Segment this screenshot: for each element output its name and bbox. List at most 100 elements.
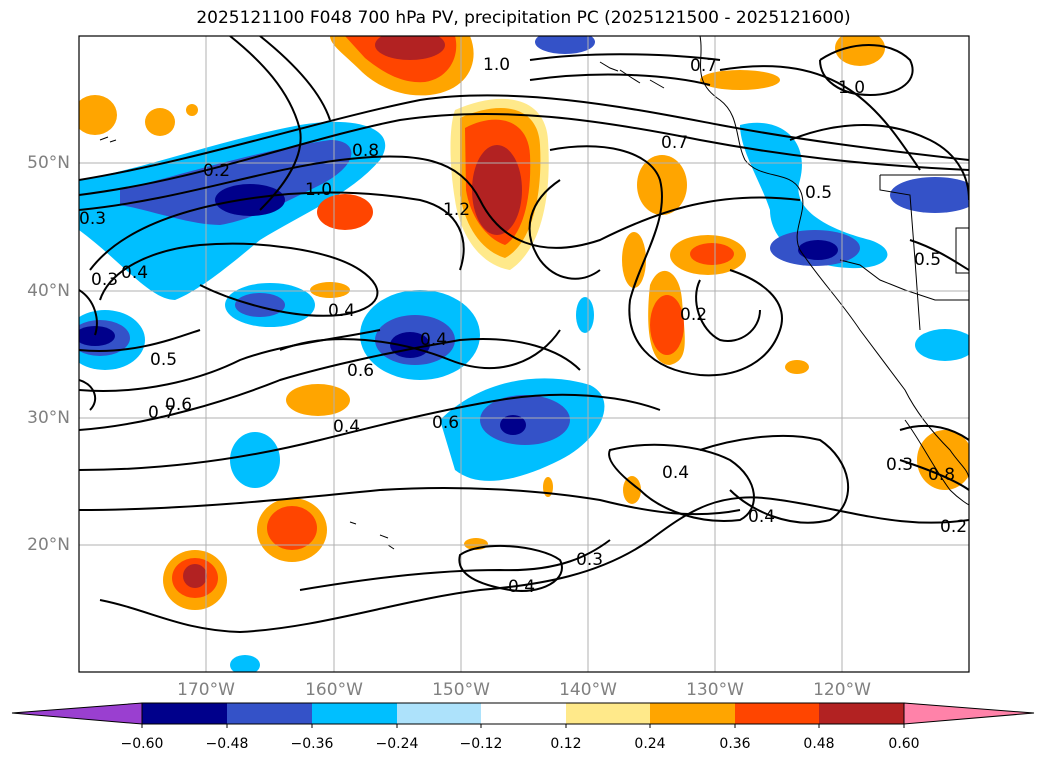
contour-label: 0.7 — [661, 133, 688, 153]
pos-30n-a — [286, 384, 350, 416]
contour-label: 0.5 — [805, 183, 832, 203]
pos-mid-r — [650, 295, 684, 355]
contour-label: 0.3 — [91, 270, 118, 290]
colorbar-bin — [142, 703, 227, 724]
colorbar-bin — [819, 703, 904, 724]
colorbar-bin — [312, 703, 397, 724]
lat-label: 20°N — [27, 535, 70, 555]
neg-small-d — [535, 36, 595, 54]
contour-label: 0.2 — [940, 517, 967, 537]
contour-label: 1.0 — [483, 55, 510, 75]
contour-label: 0.2 — [203, 161, 230, 181]
colorbar-tick-label: −0.24 — [375, 736, 419, 752]
contour-label: 0.4 — [328, 301, 355, 321]
contour-label: 0.4 — [333, 417, 360, 437]
pos-alaska — [700, 70, 780, 90]
colorbar-tick-label: 0.36 — [719, 736, 751, 752]
contour-label: 0.5 — [914, 250, 941, 270]
contour-label: 0.7 — [148, 403, 175, 423]
colorbar-bin — [227, 703, 312, 724]
colorbar-bin — [735, 703, 819, 724]
neg-coast-east2 — [915, 329, 969, 361]
contour-label: 0.8 — [352, 141, 379, 161]
lon-label: 160°W — [305, 680, 363, 700]
lon-label: 130°W — [686, 680, 744, 700]
pos-small-h — [785, 360, 809, 374]
pos-130w-r — [690, 243, 734, 265]
pos-nw-a — [79, 95, 117, 135]
pos-ne-top — [835, 36, 885, 66]
contour-label: 0.8 — [928, 465, 955, 485]
colorbar-bin — [397, 703, 481, 724]
neg-small-c — [230, 655, 260, 672]
contour-label: 0.5 — [150, 350, 177, 370]
neg-30n-inner — [500, 415, 526, 435]
lat-label: 30°N — [27, 408, 70, 428]
colorbar-bin — [650, 703, 735, 724]
neg-coast-inner — [798, 240, 838, 260]
contour-label: 0.3 — [886, 455, 913, 475]
neg-40n-core — [235, 293, 285, 317]
contour-label: 0.6 — [432, 413, 459, 433]
neg-band-northwest-core — [120, 140, 352, 225]
colorbar-tick-label: 0.60 — [888, 736, 920, 752]
pos-20n-b-dark — [183, 564, 207, 588]
colorbar-extend-min — [11, 702, 143, 725]
contour-label: 0.4 — [748, 507, 775, 527]
colorbar — [11, 702, 1035, 728]
pos-nw-d — [310, 282, 350, 298]
contour-label: 0.7 — [690, 56, 717, 76]
lon-label: 150°W — [432, 680, 490, 700]
contour-label: 0.3 — [79, 209, 106, 229]
lat-label: 50°N — [27, 153, 70, 173]
pos-top-dark — [375, 36, 445, 60]
neg-core-northwest — [215, 184, 285, 216]
contour-label: 0.3 — [576, 550, 603, 570]
lon-label: 170°W — [177, 680, 235, 700]
pos-baja — [917, 430, 969, 490]
colorbar-tick-label: −0.12 — [459, 736, 503, 752]
pos-nw-b — [145, 108, 175, 136]
pos-150w-dark — [472, 145, 522, 235]
pos-small-i — [186, 104, 198, 116]
colorbar-bin — [566, 703, 650, 724]
contour-label: 0.4 — [508, 577, 535, 597]
colorbar-tick-label: −0.48 — [205, 736, 249, 752]
contour-label: 0.4 — [420, 330, 447, 350]
contour-label: 0.4 — [121, 263, 148, 283]
contour-label: 1.2 — [443, 200, 470, 220]
contour-label: 1.0 — [838, 78, 865, 98]
pos-135w-b — [622, 232, 646, 288]
contour-label: 0.4 — [662, 463, 689, 483]
pv-contours — [79, 36, 969, 634]
lon-label: 120°W — [813, 680, 871, 700]
pos-20n-a-r — [267, 506, 317, 550]
contour-label: 1.0 — [305, 180, 332, 200]
contour-label: 0.6 — [347, 361, 374, 381]
coastlines — [99, 36, 969, 550]
colorbar-tick-label: 0.48 — [803, 736, 835, 752]
colorbar-bin — [481, 703, 566, 724]
colorbar-tick-label: −0.36 — [290, 736, 334, 752]
pos-nw-c — [317, 194, 373, 230]
neg-coast-east — [890, 177, 969, 213]
lat-label: 40°N — [27, 281, 70, 301]
pos-small-e — [623, 476, 641, 504]
map-panel: 0.2 0.8 1.0 1.2 1.0 0.7 0.7 1.0 0.5 0.5 … — [78, 35, 970, 673]
lon-label: 140°W — [559, 680, 617, 700]
neg-coast — [740, 122, 888, 269]
neg-small-a — [230, 432, 280, 488]
precip-shading — [79, 36, 969, 672]
neg-30n-core — [480, 395, 570, 445]
colorbar-tick-label: 0.12 — [550, 736, 582, 752]
colorbar-tick-label: −0.60 — [120, 736, 164, 752]
neg-west-edge-inner — [79, 326, 115, 346]
colorbar-extend-max — [903, 702, 1035, 725]
map-title: 2025121100 F048 700 hPa PV, precipitatio… — [196, 8, 851, 28]
colorbar-tick-label: 0.24 — [634, 736, 666, 752]
neg-small-b — [576, 297, 594, 333]
contour-labels: 0.2 0.8 1.0 1.2 1.0 0.7 0.7 1.0 0.5 0.5 … — [79, 55, 967, 597]
map-frame — [78, 35, 970, 673]
contour-label: 0.2 — [680, 305, 707, 325]
contour-label: 0.6 — [165, 395, 192, 415]
